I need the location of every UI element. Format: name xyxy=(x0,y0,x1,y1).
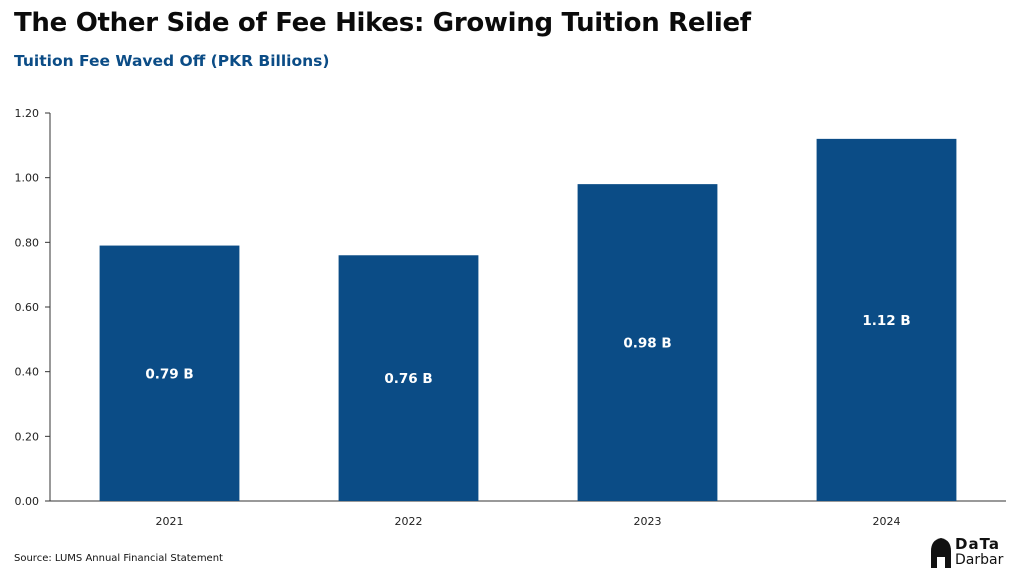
logo-text-top: DaTa xyxy=(955,535,1000,553)
bar-2021 xyxy=(99,245,240,501)
y-tick-label: 0.60 xyxy=(15,301,40,314)
source-note: Source: LUMS Annual Financial Statement xyxy=(14,553,223,564)
bar-2022 xyxy=(338,255,479,501)
bar-data-label: 0.76 B xyxy=(384,371,432,387)
y-tick-label: 1.00 xyxy=(15,172,40,185)
x-tick-label: 2021 xyxy=(156,515,184,528)
bar-data-label: 0.79 B xyxy=(145,366,193,382)
chart-subtitle: Tuition Fee Waved Off (PKR Billions) xyxy=(14,52,330,70)
logo-text-bottom: Darbar xyxy=(955,552,1004,568)
bar-data-label: 0.98 B xyxy=(623,336,671,352)
y-tick-label: 0.00 xyxy=(15,495,40,508)
y-tick-label: 1.20 xyxy=(15,107,40,120)
x-tick-label: 2023 xyxy=(634,515,662,528)
y-tick-label: 0.20 xyxy=(15,430,40,443)
y-tick-label: 0.80 xyxy=(15,236,40,249)
x-tick-label: 2022 xyxy=(395,515,423,528)
chart-title: The Other Side of Fee Hikes: Growing Tui… xyxy=(14,8,751,38)
bar-data-label: 1.12 B xyxy=(862,313,910,329)
x-tick-label: 2024 xyxy=(873,515,901,528)
dome-icon xyxy=(931,538,951,568)
datadarbar-logo: DaTa Darbar xyxy=(929,535,1009,571)
bar-2024 xyxy=(816,138,957,501)
bar-2023 xyxy=(577,184,718,501)
y-tick-label: 0.40 xyxy=(15,366,40,379)
